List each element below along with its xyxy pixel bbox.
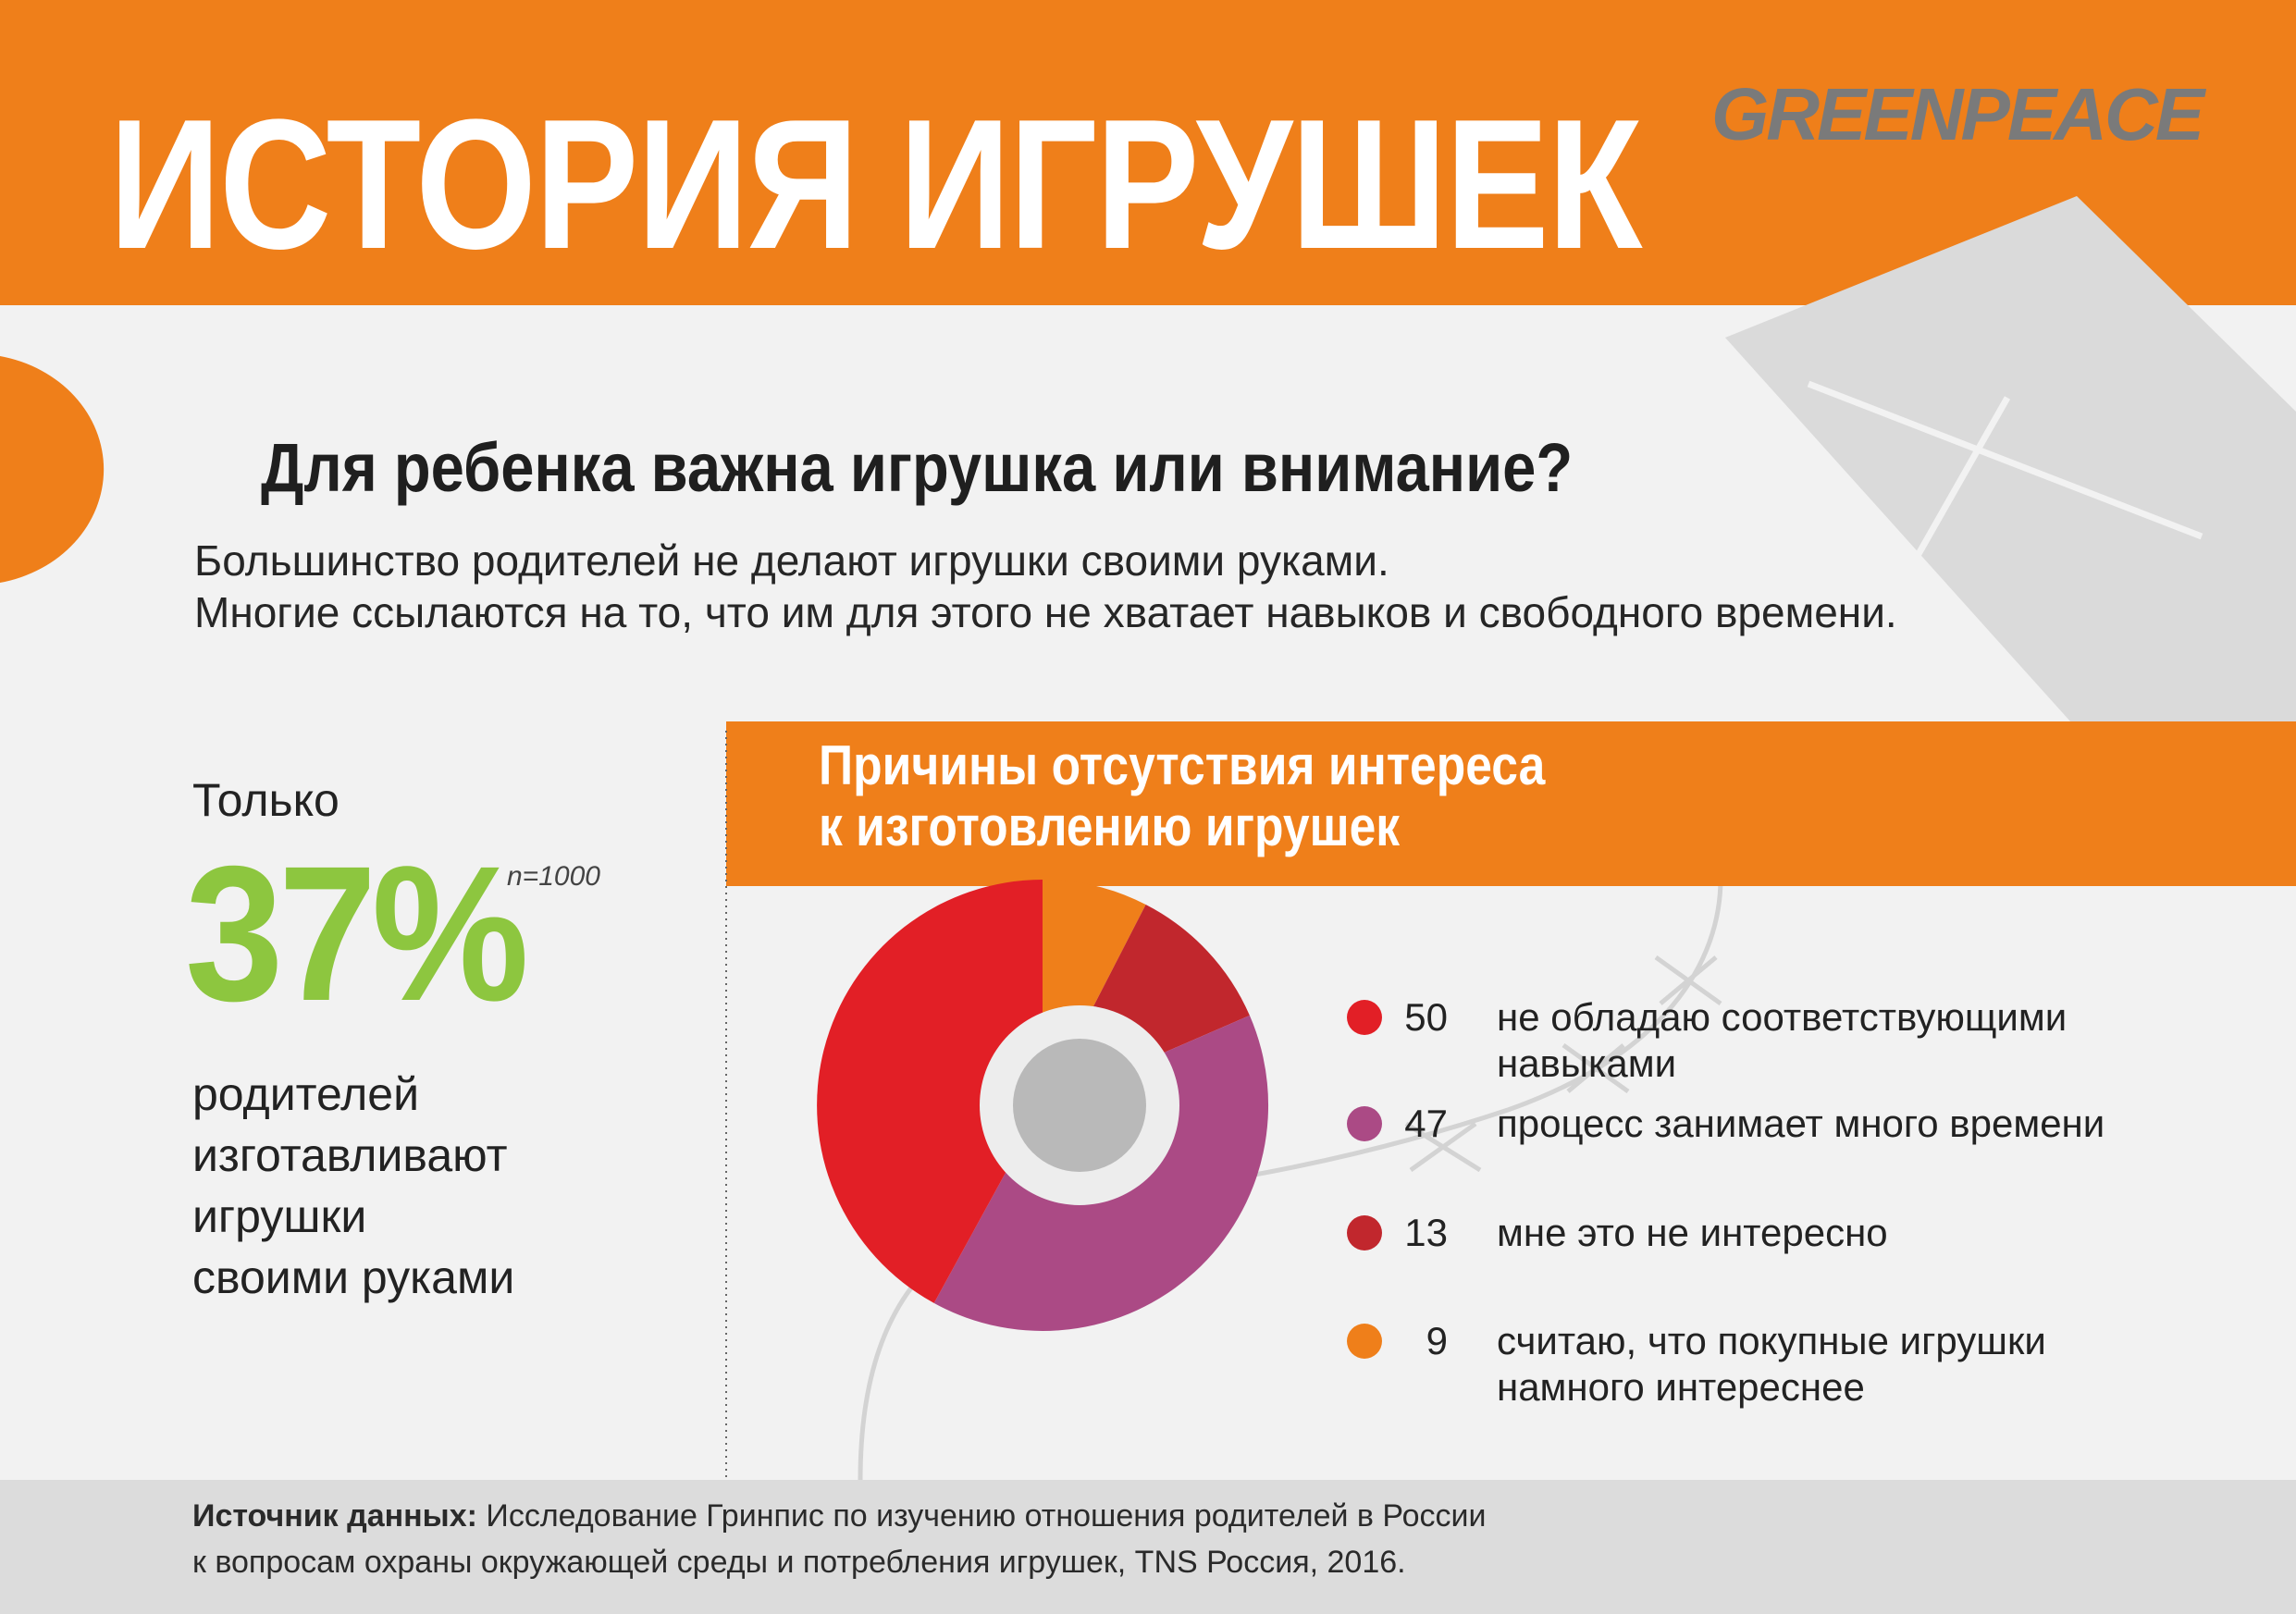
chart-title-band: [726, 721, 2296, 886]
source-label: Источник данных:: [192, 1498, 477, 1534]
stat-description-line: родителей: [192, 1068, 420, 1120]
orange-half-circle: [0, 356, 105, 583]
legend-value: 13: [1404, 1211, 1448, 1254]
intro-line-1: Большинство родителей не делают игрушки …: [194, 536, 1389, 585]
footer-source-line-2: к вопросам охраны окружающей среды и пот…: [192, 1545, 1406, 1580]
stat-description-line: своими руками: [192, 1251, 515, 1303]
legend-dots: [1347, 1000, 1382, 1359]
intro-line-2: Многие ссылаются на то, что им для этого…: [194, 588, 1897, 636]
pie-slice: [817, 880, 1043, 1303]
kite-string: [858, 878, 1723, 1481]
chart-title-line-1: Причины отсутствия интереса: [819, 734, 1546, 796]
footer-bar: [0, 1480, 2296, 1614]
pie-chart: [817, 880, 1269, 1331]
footer-source-line-1: Источник данных: Исследование Гринпис по…: [192, 1493, 1487, 1539]
legend-value: 50: [1404, 995, 1448, 1039]
legend-value: 47: [1404, 1102, 1448, 1145]
legend-label: мне это не интересно: [1497, 1211, 1888, 1254]
legend-value: 9: [1426, 1319, 1448, 1362]
stat-description-line: игрушки: [192, 1190, 367, 1242]
chart-title-line-2: к изготовлению игрушек: [819, 795, 1401, 857]
legend-dot: [1347, 1215, 1382, 1251]
stat-percentage: 37%: [185, 827, 529, 1041]
stat-prefix: Только: [192, 774, 339, 826]
legend-dot: [1347, 1000, 1382, 1035]
legend-label: считаю, что покупные игрушки: [1497, 1319, 2046, 1362]
legend-label: навыками: [1497, 1041, 1677, 1085]
legend-dot: [1347, 1324, 1382, 1359]
legend-label: намного интереснее: [1497, 1365, 1865, 1409]
page-title: ИСТОРИЯ ИГРУШЕК: [109, 81, 1642, 288]
kite-shape: [1725, 196, 2296, 749]
source-text: Исследование Гринпис по изучению отношен…: [476, 1498, 1487, 1534]
legend-dot: [1347, 1106, 1382, 1141]
stat-description-line: изготавливают: [192, 1129, 508, 1181]
legend-label: не обладаю соответствующими: [1497, 995, 2068, 1039]
sample-size: n=1000: [507, 861, 600, 892]
greenpeace-logo: GREENPEACE: [1711, 73, 2204, 155]
header-bar: [0, 0, 2296, 305]
legend-label: процесс занимает много времени: [1497, 1102, 2105, 1145]
question-heading: Для ребенка важна игрушка или внимание?: [261, 429, 1574, 506]
donut-hole-center: [1013, 1039, 1146, 1172]
kite-cross-1: [1807, 380, 2203, 540]
kite-cross-2: [1888, 396, 2011, 603]
